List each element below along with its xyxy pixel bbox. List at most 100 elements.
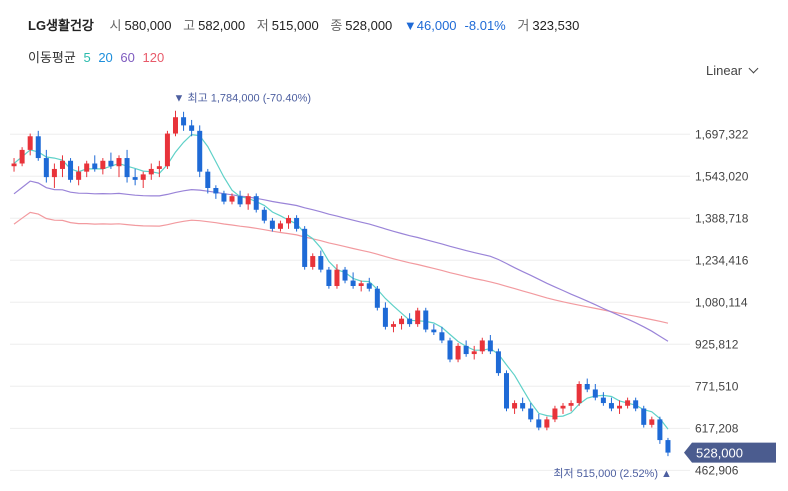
candle[interactable] xyxy=(600,392,606,406)
candle[interactable] xyxy=(59,155,65,178)
candle[interactable] xyxy=(253,193,259,213)
candle[interactable] xyxy=(608,397,614,412)
candle-body xyxy=(374,288,380,308)
candle[interactable] xyxy=(665,437,671,457)
candle[interactable] xyxy=(237,190,243,208)
candle[interactable] xyxy=(625,397,631,409)
candle[interactable] xyxy=(116,155,122,178)
candle-body xyxy=(237,196,243,205)
candle[interactable] xyxy=(366,277,372,292)
candle[interactable] xyxy=(536,413,542,431)
candle-body xyxy=(503,373,510,409)
candle[interactable] xyxy=(148,163,154,180)
candle-body xyxy=(76,171,82,180)
candle[interactable] xyxy=(399,315,405,330)
candle-body xyxy=(463,345,469,355)
candle[interactable] xyxy=(124,149,130,183)
candle[interactable] xyxy=(471,345,477,360)
candle[interactable] xyxy=(100,158,106,175)
candle[interactable] xyxy=(19,147,25,167)
candle[interactable] xyxy=(189,119,195,137)
candle[interactable] xyxy=(84,160,90,178)
candle[interactable] xyxy=(423,307,429,333)
candle[interactable] xyxy=(479,337,485,355)
candle[interactable] xyxy=(649,416,655,428)
candle[interactable] xyxy=(108,152,114,169)
candle[interactable] xyxy=(463,340,469,357)
candle[interactable] xyxy=(447,337,453,363)
candle[interactable] xyxy=(43,149,49,183)
candle-body xyxy=(181,117,187,126)
candle[interactable] xyxy=(156,160,162,178)
candle[interactable] xyxy=(334,264,340,289)
candle[interactable] xyxy=(576,381,582,406)
candle[interactable] xyxy=(286,215,292,229)
candle[interactable] xyxy=(568,400,574,412)
candle[interactable] xyxy=(657,416,663,444)
candle[interactable] xyxy=(431,324,437,335)
candle-body xyxy=(318,256,324,270)
candle[interactable] xyxy=(544,416,550,431)
candle[interactable] xyxy=(11,158,17,172)
candle[interactable] xyxy=(382,302,388,330)
candle[interactable] xyxy=(495,348,501,376)
candle[interactable] xyxy=(358,280,364,292)
candle[interactable] xyxy=(560,403,566,414)
candle[interactable] xyxy=(140,171,146,188)
ma-legend-20: 20 xyxy=(98,50,113,65)
candle[interactable] xyxy=(633,397,639,412)
candle[interactable] xyxy=(213,185,219,199)
candle[interactable] xyxy=(520,397,526,412)
candle[interactable] xyxy=(415,307,421,327)
candle[interactable] xyxy=(76,166,82,186)
candle[interactable] xyxy=(528,403,534,423)
candle[interactable] xyxy=(245,193,251,210)
ma-legend-60: 60 xyxy=(120,50,135,65)
candle[interactable] xyxy=(294,215,300,232)
scale-dropdown[interactable]: Linear xyxy=(706,63,759,78)
candle[interactable] xyxy=(27,133,33,156)
candle[interactable] xyxy=(181,111,187,131)
candle[interactable] xyxy=(132,168,138,186)
candle[interactable] xyxy=(374,286,380,311)
candle[interactable] xyxy=(51,163,57,189)
candle[interactable] xyxy=(390,321,396,333)
candle[interactable] xyxy=(487,335,493,355)
candle-body xyxy=(657,419,663,441)
candle[interactable] xyxy=(318,250,324,273)
candle-body xyxy=(479,340,485,352)
candle[interactable] xyxy=(350,272,356,289)
candle[interactable] xyxy=(439,326,445,344)
candle[interactable] xyxy=(205,168,211,194)
candle-body xyxy=(407,318,413,325)
candle[interactable] xyxy=(584,378,590,393)
candle[interactable] xyxy=(592,384,598,401)
candle[interactable] xyxy=(229,193,235,205)
candle[interactable] xyxy=(326,266,332,289)
candle[interactable] xyxy=(261,207,267,224)
candle[interactable] xyxy=(302,226,308,270)
candle[interactable] xyxy=(512,400,518,414)
candle[interactable] xyxy=(455,343,461,363)
candle[interactable] xyxy=(164,130,170,169)
candle[interactable] xyxy=(552,405,558,423)
candle[interactable] xyxy=(197,125,203,178)
candle-body xyxy=(310,256,316,267)
candle[interactable] xyxy=(342,266,348,284)
candle-body xyxy=(261,209,267,221)
y-tick-label: 771,510 xyxy=(695,379,739,393)
candle[interactable] xyxy=(35,130,41,161)
candle[interactable] xyxy=(503,370,510,412)
candle[interactable] xyxy=(68,158,74,183)
candle[interactable] xyxy=(92,155,98,172)
candle[interactable] xyxy=(407,313,413,327)
candle[interactable] xyxy=(221,190,227,205)
candle[interactable] xyxy=(310,253,316,270)
candle-body xyxy=(617,405,623,409)
candle[interactable] xyxy=(277,220,283,232)
candle[interactable] xyxy=(641,405,647,428)
candle[interactable] xyxy=(172,110,179,137)
candle[interactable] xyxy=(269,217,275,232)
candle[interactable] xyxy=(617,400,623,414)
